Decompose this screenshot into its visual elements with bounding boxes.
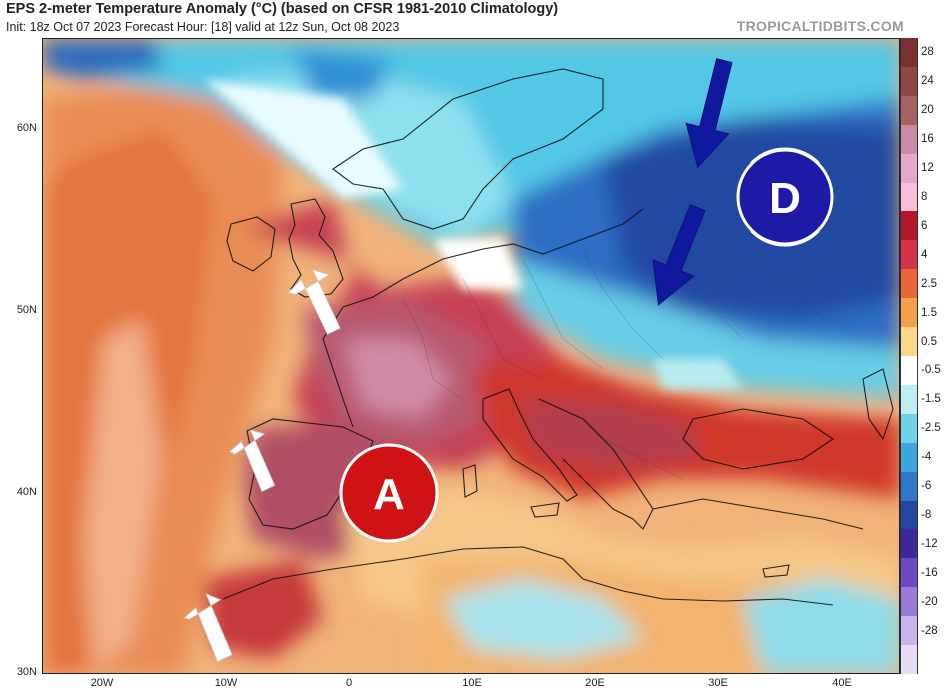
colorbar-swatch — [900, 413, 918, 444]
colorbar-swatch — [900, 384, 918, 415]
colorbar-label: -16 — [921, 566, 938, 579]
lon-label-20e: 20E — [585, 677, 605, 689]
colorbar-swatch — [900, 38, 918, 68]
cold-arrow-icon — [685, 58, 733, 169]
colorbar-swatch — [900, 558, 918, 588]
colorbar-swatch — [900, 500, 918, 530]
high-pressure-label: A — [373, 470, 405, 519]
lat-label-40n: 40N — [16, 486, 37, 498]
colorbar-swatch — [900, 529, 918, 559]
colorbar-swatch — [900, 211, 918, 241]
colorbar-swatch — [900, 95, 918, 126]
colorbar-swatch — [900, 587, 918, 617]
colorbar-label: 28 — [921, 46, 934, 59]
colorbar-label: -2.5 — [921, 422, 941, 435]
anomaly-map: A D — [42, 38, 900, 674]
chart-subtitle: Init: 18z Oct 07 2023 Forecast Hour: [18… — [6, 20, 400, 34]
colorbar-label: 16 — [921, 133, 934, 146]
colorbar-label: -6 — [921, 480, 932, 493]
lon-label-40e: 40E — [832, 677, 852, 689]
colorbar-label: 8 — [921, 191, 928, 203]
colorbar-swatch — [900, 240, 918, 270]
lon-label-30e: 30E — [708, 677, 728, 689]
colorbar-swatch — [900, 269, 918, 299]
colorbar-swatch — [900, 124, 918, 155]
colorbar-label: 20 — [921, 104, 934, 117]
colorbar-swatch — [900, 471, 918, 502]
warm-arrow-icon — [183, 593, 233, 663]
colorbar-swatch — [900, 153, 918, 184]
lon-label-10w: 10W — [214, 677, 238, 689]
colorbar-label: -12 — [921, 537, 938, 550]
high-pressure-marker — [339, 443, 439, 543]
cold-arrow-icon — [652, 204, 706, 306]
lat-label-50n: 50N — [16, 304, 37, 316]
colorbar-label: -8 — [921, 509, 932, 521]
lat-label-60n: 60N — [16, 122, 37, 134]
low-pressure-marker — [736, 147, 834, 247]
colorbar-label: 4 — [921, 248, 928, 261]
colorbar-swatch — [900, 616, 918, 646]
colorbar-swatch — [900, 66, 918, 97]
lon-label-20w: 20W — [90, 677, 114, 689]
low-pressure-label: D — [769, 174, 801, 223]
colorbar-label: 12 — [921, 162, 934, 175]
colorbar-swatch — [900, 356, 918, 386]
colorbar-swatch — [900, 442, 918, 473]
warm-arrow-icon — [287, 269, 341, 335]
colorbar-label: -0.5 — [921, 364, 941, 377]
colorbar-label: -1.5 — [921, 393, 941, 406]
colorbar-label: 1.5 — [921, 306, 937, 319]
warm-arrow-icon — [229, 429, 276, 493]
colorbar-label: -20 — [921, 595, 938, 608]
lat-label-30n: 30N — [16, 666, 37, 678]
anomaly-map-canvas: A D — [43, 39, 899, 673]
colorbar-label: 24 — [921, 75, 934, 88]
colorbar-label: 6 — [921, 219, 928, 232]
colorbar: 28 24 20 16 12 8 6 4 2.5 1.5 0.5 -0.5 -1.5 -2.5 -4 -6 -8… — [900, 38, 951, 675]
colorbar-label: -28 — [921, 624, 938, 637]
chart-title: EPS 2-meter Temperature Anomaly (°C) (ba… — [6, 1, 559, 17]
watermark: Koki — [923, 676, 945, 688]
chart-header: EPS 2-meter Temperature Anomaly (°C) (ba… — [6, 0, 866, 38]
colorbar-label: 2.5 — [921, 277, 937, 290]
brand-label: TROPICALTIDBITS.COM — [736, 18, 904, 34]
colorbar-swatch — [900, 298, 918, 328]
lon-label-10e: 10E — [462, 677, 482, 689]
colorbar-label: -4 — [921, 451, 932, 464]
lon-label-0: 0 — [345, 677, 353, 689]
colorbar-swatch — [900, 182, 918, 212]
colorbar-swatch — [900, 327, 918, 357]
colorbar-label: 0.5 — [921, 335, 937, 348]
colorbar-swatch — [900, 645, 918, 675]
